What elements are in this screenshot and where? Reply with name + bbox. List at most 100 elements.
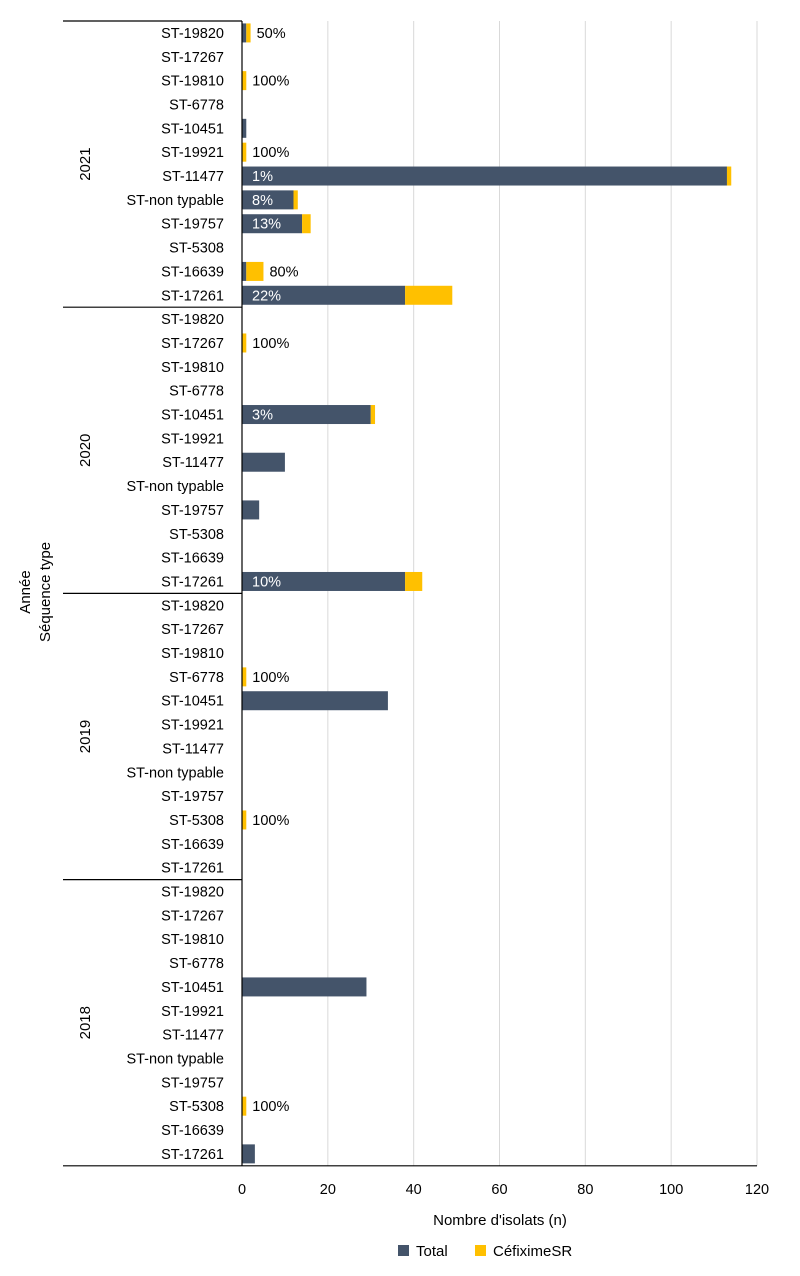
category-label: ST-19921 <box>161 431 224 447</box>
category-label: ST-19810 <box>161 74 224 90</box>
x-tick-label: 20 <box>320 1182 336 1198</box>
category-label: ST-6778 <box>169 384 224 400</box>
data-label: 100% <box>252 670 289 686</box>
data-label: 50% <box>257 26 286 42</box>
category-label: ST-19757 <box>161 1075 224 1091</box>
bar-cefixime <box>293 190 298 210</box>
category-label: ST-6778 <box>169 956 224 972</box>
category-label: ST-19757 <box>161 503 224 519</box>
category-label: ST-17267 <box>161 622 224 638</box>
legend-total-swatch <box>398 1245 409 1256</box>
legend-cefixime-swatch <box>475 1245 486 1256</box>
bar-total <box>242 166 727 186</box>
x-tick-label: 80 <box>577 1182 593 1198</box>
bar-cefixime <box>246 23 251 43</box>
x-tick-label: 0 <box>238 1182 246 1198</box>
category-label: ST-19921 <box>161 145 224 161</box>
data-label: 80% <box>269 264 298 280</box>
category-label: ST-5308 <box>169 813 224 829</box>
data-label: 3% <box>252 408 273 424</box>
bar-cefixime <box>242 71 247 91</box>
category-label: ST-6778 <box>169 97 224 113</box>
data-label: 100% <box>252 1099 289 1115</box>
bar-total <box>242 691 388 711</box>
category-labels: 2021 ST-19820 ST-17267 ST-19810 ST-6778 ST-10… <box>77 26 224 1163</box>
category-label: ST-17267 <box>161 50 224 66</box>
category-label: ST-19820 <box>161 598 224 614</box>
category-label: ST-16639 <box>161 551 224 567</box>
x-tick-label: 120 <box>745 1182 769 1198</box>
bar-total <box>242 452 285 472</box>
bar-total <box>242 977 367 997</box>
data-label: 100% <box>252 813 289 829</box>
year-label: 2019 <box>77 720 94 753</box>
bar-cefixime <box>242 667 247 687</box>
bar-cefixime <box>242 333 247 353</box>
category-label: ST-16639 <box>161 264 224 280</box>
category-label: ST-5308 <box>169 1099 224 1115</box>
category-label: ST-19820 <box>161 312 224 328</box>
category-label: ST-non typable <box>126 765 224 781</box>
gridlines <box>327 21 758 1166</box>
category-label: ST-5308 <box>169 527 224 543</box>
bar-cefixime <box>405 571 423 591</box>
bar-cefixime <box>370 405 376 425</box>
x-tick-labels: 0 20 40 60 80 100 120 <box>238 1182 769 1198</box>
data-label: 100% <box>252 145 289 161</box>
category-label: ST-10451 <box>161 408 224 424</box>
legend-total-label: Total <box>416 1243 448 1260</box>
bars-layer <box>242 23 732 1164</box>
year-label: 2021 <box>77 147 94 180</box>
y-axis-title-year: Année <box>17 570 34 613</box>
category-label: ST-17261 <box>161 861 224 877</box>
category-label: ST-19757 <box>161 789 224 805</box>
x-tick-label: 40 <box>406 1182 422 1198</box>
year-label: 2018 <box>77 1006 94 1039</box>
bar-cefixime <box>242 810 247 830</box>
category-label: ST-19810 <box>161 360 224 376</box>
category-label: ST-16639 <box>161 1123 224 1139</box>
category-label: ST-19820 <box>161 26 224 42</box>
category-label: ST-non typable <box>126 1051 224 1067</box>
bar-cefixime <box>726 166 732 186</box>
category-label: ST-17261 <box>161 1147 224 1163</box>
category-label: ST-11477 <box>162 169 224 185</box>
data-label: 10% <box>252 574 281 590</box>
y-axis-title-sequence: Séquence type <box>37 542 54 642</box>
bar-cefixime <box>246 261 264 281</box>
category-label: ST-19921 <box>161 1004 224 1020</box>
category-label: ST-17261 <box>161 574 224 590</box>
category-label: ST-19810 <box>161 932 224 948</box>
bar-cefixime <box>405 285 453 305</box>
bar-total <box>242 261 247 281</box>
bar-cefixime <box>242 1096 247 1116</box>
category-label: ST-6778 <box>169 670 224 686</box>
year-label: 2020 <box>77 434 94 467</box>
category-label: ST-17261 <box>161 288 224 304</box>
bar-total <box>242 1144 255 1164</box>
category-label: ST-non typable <box>126 479 224 495</box>
data-label: 13% <box>252 217 281 233</box>
axes-layer <box>63 20 757 1167</box>
category-label: ST-11477 <box>162 741 224 757</box>
legend: Total CéfiximeSR <box>398 1243 572 1260</box>
bar-total <box>242 571 406 591</box>
data-labels: 50% 100% 100% 1% 8% 13% 80% 22% 100% 3% 10% 100% 100… <box>252 26 299 1115</box>
bar-total <box>242 500 260 520</box>
category-label: ST-19757 <box>161 217 224 233</box>
category-label: ST-19810 <box>161 646 224 662</box>
category-label: ST-10451 <box>161 121 224 137</box>
data-label: 1% <box>252 169 273 185</box>
x-tick-label: 60 <box>491 1182 507 1198</box>
category-label: ST-11477 <box>162 1028 224 1044</box>
category-label: ST-19921 <box>161 718 224 734</box>
category-label: ST-5308 <box>169 241 224 257</box>
category-label: ST-17267 <box>161 908 224 924</box>
category-label: ST-non typable <box>126 193 224 209</box>
bar-total <box>242 190 294 210</box>
bar-total <box>242 285 406 305</box>
category-label: ST-10451 <box>161 694 224 710</box>
category-label: ST-10451 <box>161 980 224 996</box>
data-label: 22% <box>252 288 281 304</box>
